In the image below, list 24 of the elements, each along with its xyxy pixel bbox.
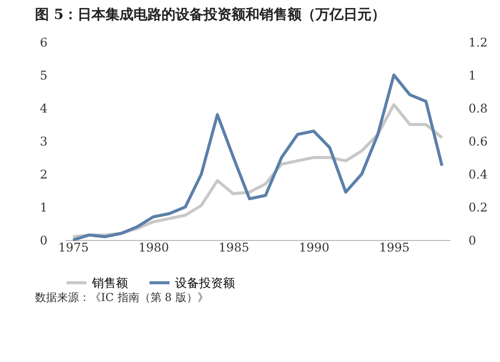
x-tick-label: 1980 — [138, 240, 170, 254]
y-tick-label: 4 — [40, 102, 48, 116]
x-tick-label: 1985 — [218, 240, 250, 254]
y2-tick-label: 1 — [468, 68, 476, 82]
y-tick-label: 3 — [40, 134, 48, 148]
y2-tick-label: 1.2 — [468, 36, 488, 50]
y2-tick-label: 0.2 — [468, 200, 488, 214]
y-tick-label: 5 — [40, 68, 48, 82]
legend-label: 设备投资额 — [175, 276, 235, 290]
y2-tick-label: 0.4 — [468, 168, 488, 182]
y-tick-label: 6 — [40, 36, 48, 50]
x-tick-label: 1990 — [298, 240, 330, 254]
y2-tick-label: 0.6 — [468, 134, 488, 148]
legend-label: 销售额 — [91, 276, 128, 290]
source-note: 数据来源：《IC 指南（第 8 版）》 — [35, 291, 208, 304]
y2-tick-label: 0 — [468, 234, 476, 248]
y-tick-label: 0 — [40, 234, 48, 248]
line-series — [72, 74, 444, 242]
y-tick-label: 1 — [40, 200, 48, 214]
x-tick-label: 1995 — [379, 240, 410, 254]
y-tick-label: 2 — [40, 168, 48, 182]
y2-tick-label: 0.8 — [468, 102, 488, 116]
x-tick-label: 1975 — [58, 240, 89, 254]
chart-title: 图 5：日本集成电路的设备投资额和销售额（万亿日元） — [35, 6, 386, 23]
